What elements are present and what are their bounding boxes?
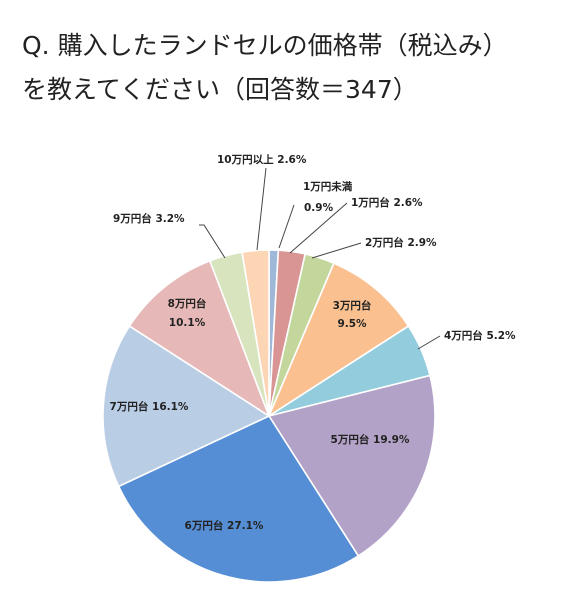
leader-line-9man-yen (199, 224, 226, 259)
data-label-6man-yen: 6万円台 27.1% (185, 519, 264, 532)
data-label-3man-yen-value: 9.5% (337, 318, 367, 330)
data-label-2man-yen: 2万円台 2.9% (365, 236, 437, 249)
data-label-3man-yen-name: 3万円台 (333, 299, 372, 312)
leader-line-10man-yen (256, 167, 267, 251)
slice-5man-yen (267, 374, 436, 558)
data-label-1man-yen-value: 0.9% (304, 202, 334, 214)
leader-line-1man-yen (289, 202, 348, 254)
pie-slices (102, 249, 436, 583)
data-label-5man-yen: 5万円台 19.9% (331, 433, 410, 446)
leader-lines (199, 167, 441, 350)
data-label-8man-yen-value: 10.1% (169, 317, 206, 329)
data-labels: 1万円未満 0.9% 1万円台 2.6% 2万円台 2.9% 3万円台 9.5% 4万円台 … (110, 153, 517, 532)
data-label-4man-yen: 4万円台 5.2% (444, 329, 516, 342)
leader-line-1man-yen (278, 204, 295, 249)
leader-line-4man-yen (417, 335, 441, 350)
slice-3man-yen (267, 262, 410, 419)
question-line-1: Q. 購入したランドセルの価格帯（税込み） (22, 31, 508, 60)
data-label-1man-yen: 1万円台 2.6% (351, 196, 423, 209)
slice-7man-yen (102, 324, 271, 488)
data-label-10man-yen: 10万円以上 2.6% (217, 153, 307, 166)
data-label-9man-yen: 9万円台 3.2% (113, 212, 185, 225)
slice-6man-yen (117, 414, 360, 583)
slice-10man-yen (241, 249, 270, 417)
data-label-1man-yen-name: 1万円未満 (303, 180, 353, 193)
leader-line-2man-yen (311, 242, 362, 259)
question-title: Q. 購入したランドセルの価格帯（税込み） を教えてください（回答数＝347） (22, 24, 552, 112)
data-label-8man-yen-name: 8万円台 (168, 297, 207, 310)
question-line-2: を教えてください（回答数＝347） (22, 75, 418, 104)
slice-8man-yen (128, 259, 271, 418)
data-label-7man-yen: 7万円台 16.1% (110, 400, 189, 413)
